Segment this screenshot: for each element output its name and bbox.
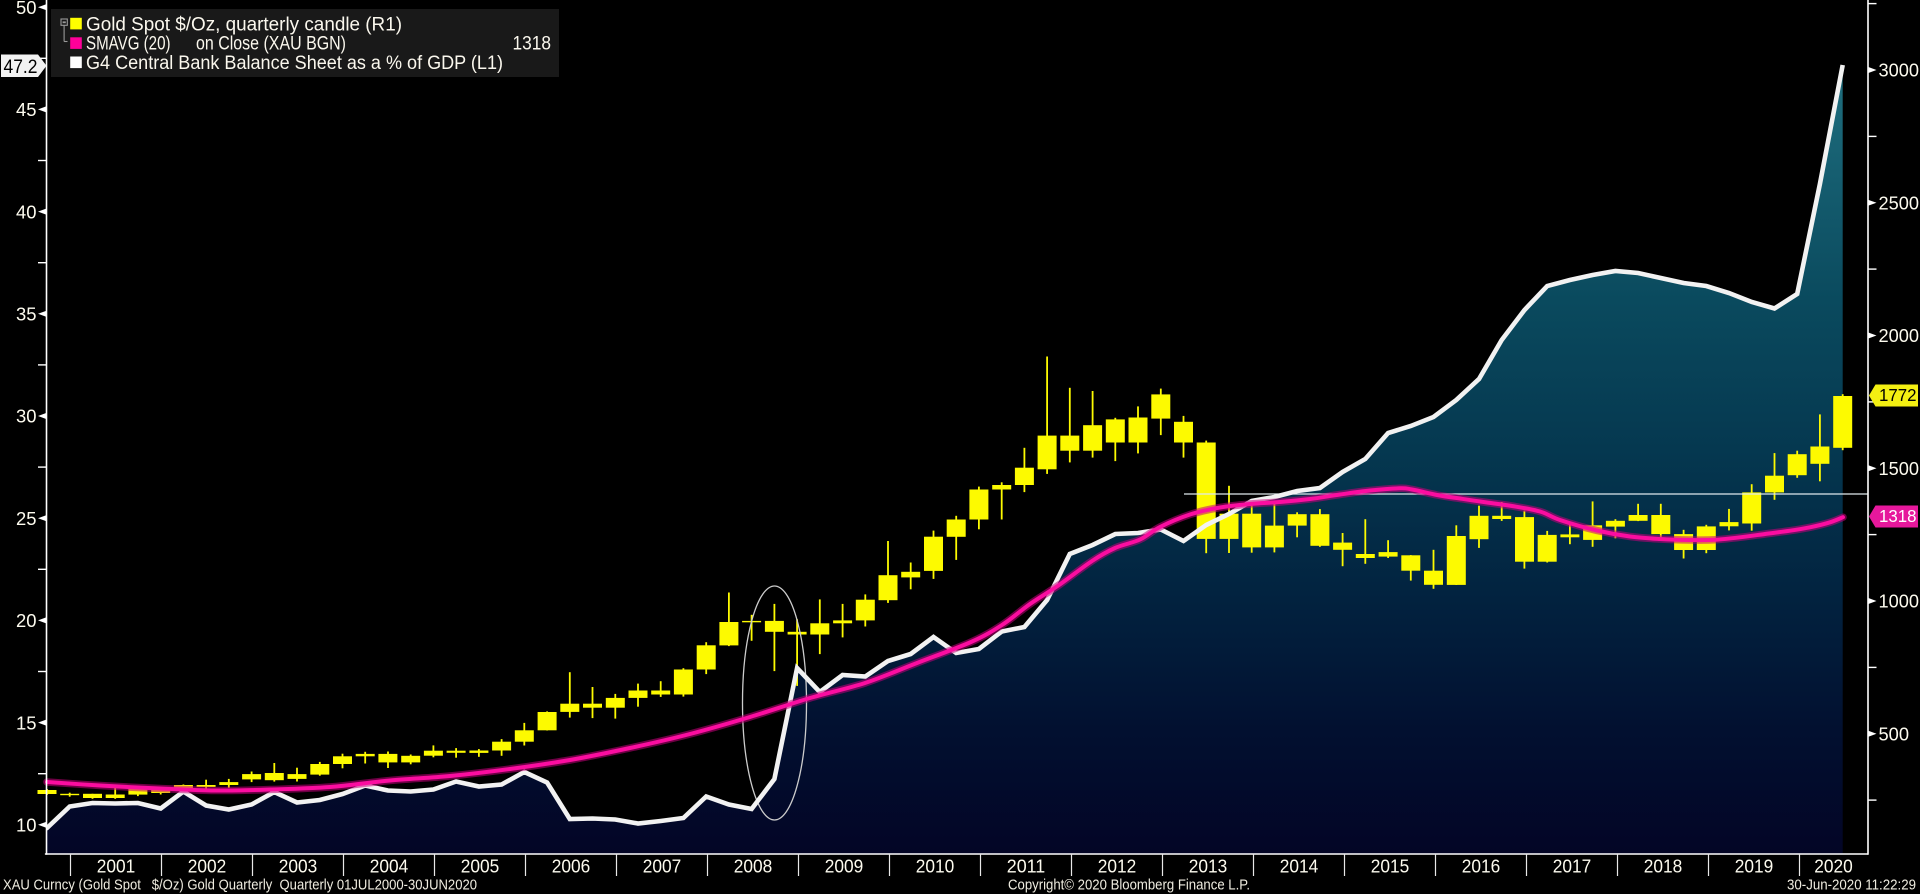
svg-text:2016: 2016 [1462,856,1501,877]
svg-text:2018: 2018 [1644,856,1683,877]
svg-text:3000: 3000 [1879,60,1920,81]
svg-text:2009: 2009 [825,856,864,877]
svg-text:1000: 1000 [1879,591,1920,612]
svg-text:30: 30 [16,406,37,427]
svg-text:35: 35 [16,304,37,325]
svg-text:20: 20 [16,610,37,631]
svg-text:2020: 2020 [1814,856,1853,877]
svg-text:2000: 2000 [1879,325,1920,346]
svg-text:500: 500 [1879,724,1910,745]
svg-text:2010: 2010 [916,856,955,877]
svg-text:2013: 2013 [1189,856,1228,877]
svg-text:2500: 2500 [1879,192,1920,213]
svg-text:15: 15 [16,712,37,733]
svg-text:30-Jun-2020 11:22:29: 30-Jun-2020 11:22:29 [1787,878,1916,894]
svg-text:Copyright© 2020 Bloomberg Fina: Copyright© 2020 Bloomberg Finance L.P. [1008,878,1250,894]
svg-text:2001: 2001 [97,856,136,877]
svg-text:2008: 2008 [734,856,773,877]
svg-text:50: 50 [16,0,37,18]
svg-text:10: 10 [16,815,37,836]
svg-text:45: 45 [16,99,37,120]
svg-text:1318: 1318 [513,33,552,54]
svg-text:40: 40 [16,201,37,222]
svg-text:on Close (XAU BGN): on Close (XAU BGN) [196,33,346,54]
svg-text:2014: 2014 [1280,856,1319,877]
svg-text:1772: 1772 [1879,385,1917,405]
svg-text:2012: 2012 [1098,856,1137,877]
svg-text:2017: 2017 [1553,856,1592,877]
svg-text:2007: 2007 [643,856,682,877]
svg-text:2005: 2005 [461,856,500,877]
svg-text:2015: 2015 [1371,856,1410,877]
svg-text:1318: 1318 [1879,506,1917,526]
svg-text:2004: 2004 [370,856,409,877]
svg-text:1500: 1500 [1879,458,1920,479]
svg-text:Gold Spot $/Oz, quarterly cand: Gold Spot $/Oz, quarterly candle (R1) [86,14,402,35]
svg-text:25: 25 [16,508,37,529]
svg-text:SMAVG (20): SMAVG (20) [86,33,171,54]
svg-text:47.2: 47.2 [4,56,38,78]
svg-text:2003: 2003 [279,856,318,877]
svg-text:XAU Curncy (Gold Spot $/Oz): XAU Curncy (Gold Spot $/Oz) Gold Quarter… [3,878,477,894]
svg-text:G4 Central Bank Balance Sheet: G4 Central Bank Balance Sheet as a % of … [86,53,503,74]
svg-text:2011: 2011 [1007,856,1046,877]
svg-text:2002: 2002 [188,856,227,877]
svg-text:2006: 2006 [552,856,591,877]
svg-text:2019: 2019 [1735,856,1774,877]
